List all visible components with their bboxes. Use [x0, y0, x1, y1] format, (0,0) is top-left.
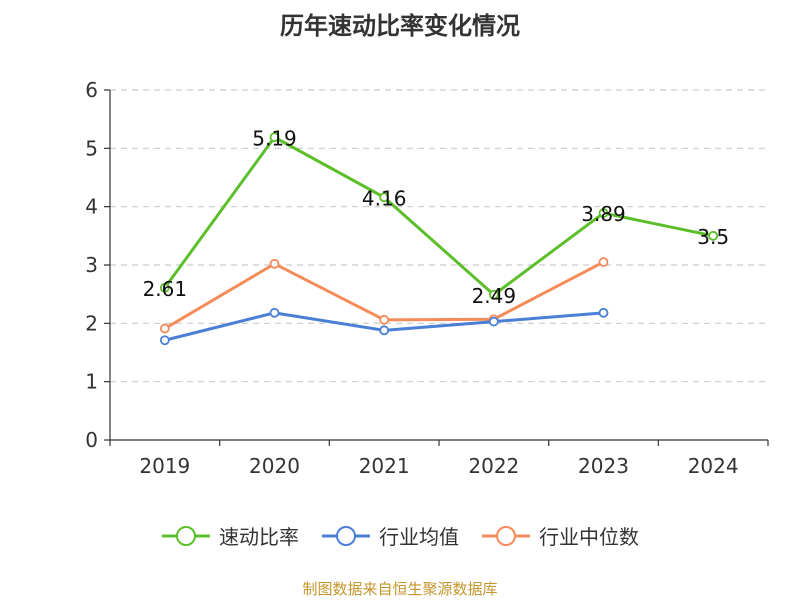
legend-marker-icon	[482, 525, 530, 546]
data-point[interactable]	[379, 325, 390, 336]
data-point[interactable]	[598, 208, 609, 218]
y-tick-label: 3	[85, 253, 98, 277]
x-tick-label: 2019	[139, 454, 190, 478]
y-tick-label: 4	[85, 195, 98, 219]
data-point[interactable]	[379, 314, 390, 325]
legend-label: 速动比率	[219, 525, 299, 549]
data-point[interactable]	[708, 230, 719, 241]
x-tick-label: 2024	[688, 454, 739, 478]
y-tick-label: 1	[85, 370, 98, 394]
data-point[interactable]	[269, 132, 280, 143]
y-tick-label: 5	[85, 136, 98, 160]
data-point[interactable]	[488, 289, 499, 300]
axes: 0 1 2 3 4 5 6 2019 2020 2021 2022 2023 2024	[85, 78, 769, 478]
legend: 速动比率 行业均值 行业中位数	[0, 521, 800, 550]
x-tick-label: 2021	[359, 454, 410, 478]
series-lines	[159, 132, 719, 346]
x-tick-label: 2023	[578, 454, 629, 478]
data-label: 2.61	[143, 277, 188, 301]
series-line-0	[163, 135, 714, 297]
data-label: 3.89	[581, 202, 626, 226]
legend-marker-icon	[322, 525, 370, 546]
data-point[interactable]	[269, 307, 280, 318]
legend-marker-icon	[162, 525, 210, 546]
y-tick-label: 2	[85, 311, 98, 335]
data-point[interactable]	[159, 282, 170, 293]
legend-label: 行业中位数	[539, 525, 639, 549]
legend-item[interactable]: 行业中位数	[481, 521, 639, 550]
data-point[interactable]	[488, 316, 499, 327]
data-point[interactable]	[598, 257, 609, 267]
data-point[interactable]	[379, 192, 390, 203]
data-point[interactable]	[159, 323, 170, 334]
data-label: 2.49	[472, 284, 517, 308]
data-label: 3.5	[697, 225, 729, 249]
y-tick-label: 0	[85, 428, 98, 452]
data-point[interactable]	[159, 335, 170, 346]
x-tick-label: 2022	[468, 454, 519, 478]
data-point[interactable]	[269, 258, 280, 269]
chart-title: 历年速动比率变化情况	[280, 12, 520, 40]
data-point[interactable]	[598, 307, 609, 318]
legend-label: 行业均值	[379, 525, 459, 549]
data-label: 5.19	[252, 126, 297, 150]
grid-lines	[110, 89, 768, 383]
data-label: 4.16	[362, 186, 407, 210]
y-tick-label: 6	[85, 78, 98, 102]
x-tick-label: 2020	[249, 454, 300, 478]
legend-item[interactable]: 速动比率	[161, 521, 299, 550]
data-labels: 2.61 5.19 4.16 2.49 3.89 3.5	[143, 126, 730, 308]
legend-item[interactable]: 行业均值	[321, 521, 459, 550]
source-note: 制图数据来自恒生聚源数据库	[302, 580, 498, 598]
